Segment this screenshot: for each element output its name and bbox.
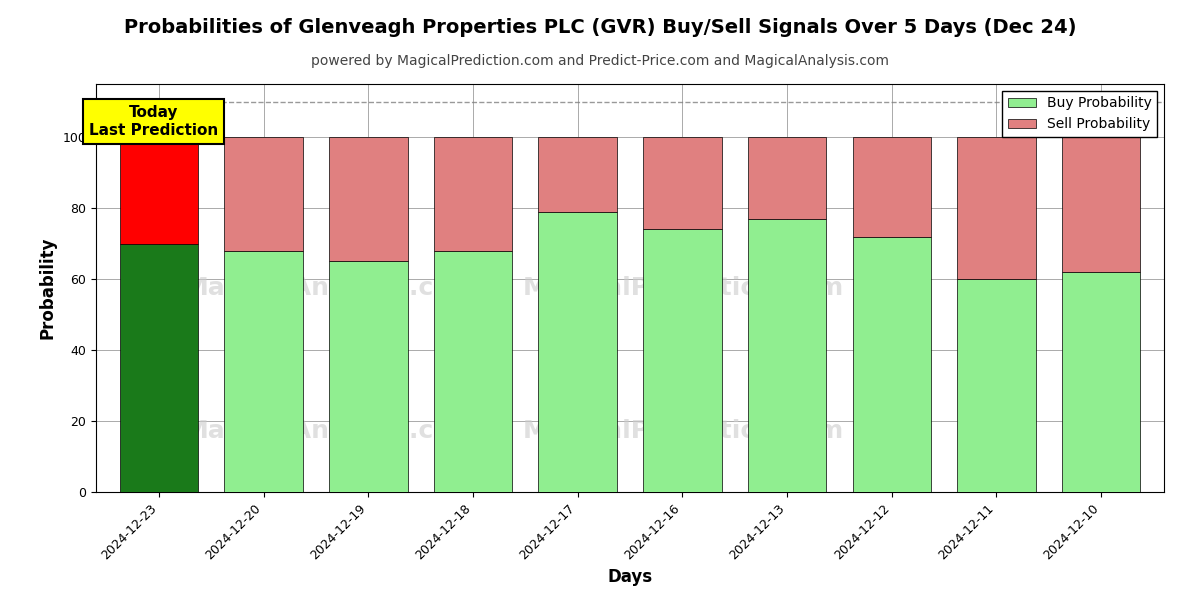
Bar (224, 251, 302, 492)
Bar (433, 137, 512, 251)
Text: MagicalAnalysis.com: MagicalAnalysis.com (184, 419, 478, 443)
Text: powered by MagicalPrediction.com and Predict-Price.com and MagicalAnalysis.com: powered by MagicalPrediction.com and Pre… (311, 54, 889, 68)
Text: MagicalPrediction.com: MagicalPrediction.com (523, 276, 844, 300)
Legend: Buy Probability, Sell Probability: Buy Probability, Sell Probability (1002, 91, 1157, 137)
Bar (958, 279, 1036, 492)
Bar (120, 137, 198, 244)
Bar (1062, 137, 1140, 272)
Bar (224, 137, 302, 251)
Bar (748, 219, 827, 492)
Bar (852, 137, 931, 236)
Bar (852, 236, 931, 492)
Text: MagicalAnalysis.com: MagicalAnalysis.com (184, 276, 478, 300)
Bar (433, 251, 512, 492)
Text: Probabilities of Glenveagh Properties PLC (GVR) Buy/Sell Signals Over 5 Days (De: Probabilities of Glenveagh Properties PL… (124, 18, 1076, 37)
Bar (643, 229, 721, 492)
Bar (539, 212, 617, 492)
Bar (329, 137, 408, 262)
Bar (539, 137, 617, 212)
Bar (643, 137, 721, 229)
X-axis label: Days: Days (607, 568, 653, 586)
Bar (120, 244, 198, 492)
Text: MagicalPrediction.com: MagicalPrediction.com (523, 419, 844, 443)
Bar (748, 137, 827, 219)
Bar (329, 262, 408, 492)
Text: Today
Last Prediction: Today Last Prediction (89, 105, 218, 137)
Bar (1062, 272, 1140, 492)
Bar (958, 137, 1036, 279)
Y-axis label: Probability: Probability (38, 237, 56, 339)
